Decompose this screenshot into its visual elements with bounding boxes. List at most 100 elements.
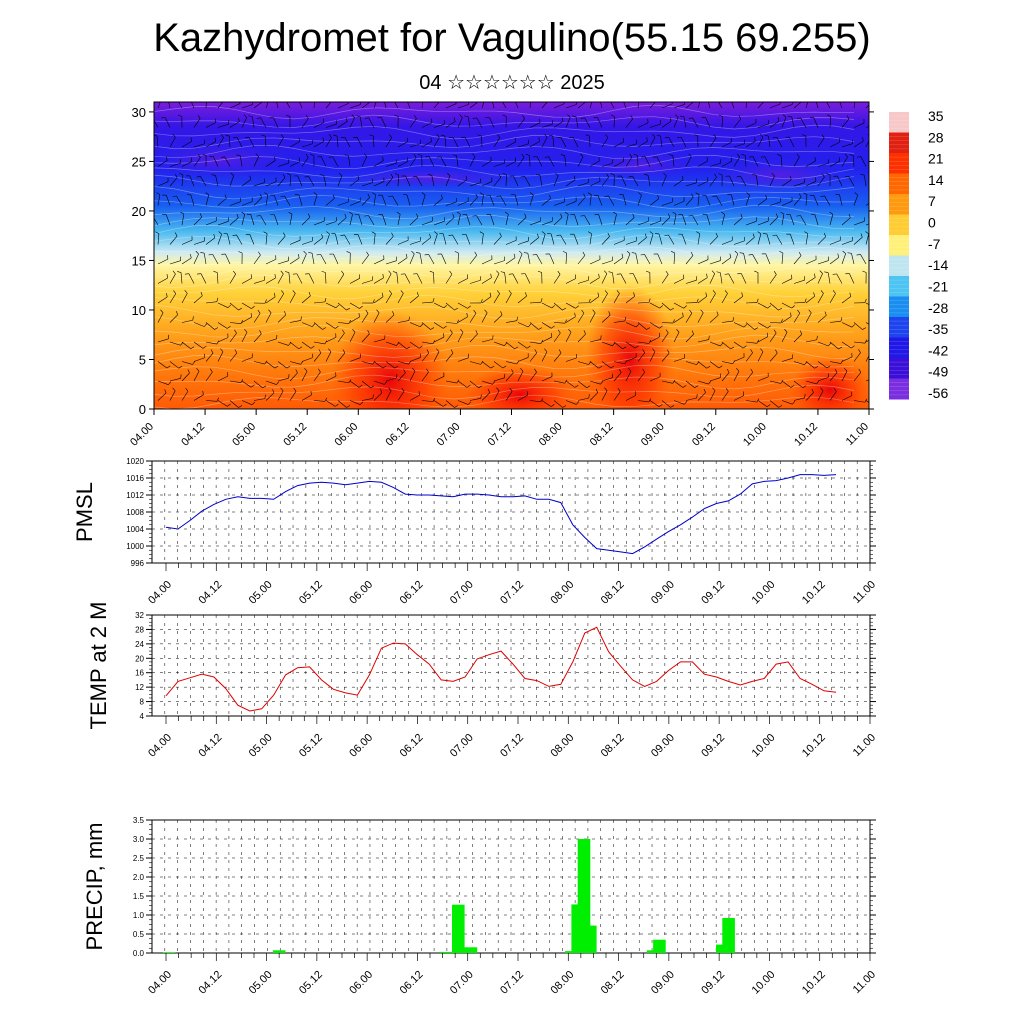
- wind-barb: [697, 160, 708, 167]
- wind-barb-flag: [295, 369, 298, 374]
- wind-barb-flag: [600, 380, 604, 385]
- wind-barb: [541, 302, 552, 309]
- x-tick-label: 10.12: [800, 579, 828, 607]
- wind-barb: [260, 215, 267, 226]
- wind-barb-flag: [363, 153, 368, 157]
- wind-barb-flag: [741, 154, 746, 156]
- wind-barb: [409, 253, 415, 265]
- wind-barb: [505, 174, 507, 187]
- wind-barb: [601, 177, 609, 187]
- wind-barb: [668, 234, 675, 245]
- wind-barb-flag: [703, 388, 706, 393]
- wind-barb: [860, 254, 867, 265]
- wind-barb-flag: [838, 346, 843, 350]
- wind-barb: [241, 277, 252, 284]
- wind-barb-flag: [675, 114, 679, 118]
- wind-barb: [776, 234, 783, 245]
- wind-barb-flag: [752, 233, 755, 238]
- wind-barb: [445, 400, 455, 408]
- wind-barb-flag: [370, 385, 375, 389]
- wind-barb: [301, 240, 313, 245]
- wind-barb: [841, 322, 853, 328]
- wind-barb-flag: [190, 137, 192, 142]
- wind-barb: [385, 162, 397, 167]
- wind-barb-flag: [192, 361, 196, 365]
- wind-barb: [385, 273, 392, 284]
- wind-barb: [349, 400, 361, 405]
- wind-barb-flag: [746, 192, 750, 196]
- colorbar-segment: [889, 358, 909, 379]
- wind-barb: [301, 143, 313, 148]
- x-tick-label: 08.12: [599, 579, 627, 607]
- wind-barb: [504, 272, 507, 284]
- wind-barb: [661, 302, 671, 311]
- wind-barb-flag: [220, 134, 224, 138]
- wind-barb-flag: [440, 134, 445, 137]
- wind-barb: [865, 400, 869, 403]
- wind-barb: [625, 371, 632, 382]
- wind-barb: [541, 137, 548, 148]
- wind-barb-flag: [557, 329, 561, 334]
- wind-barb: [780, 155, 783, 167]
- wind-barb: [157, 277, 168, 284]
- wind-barb-flag: [177, 114, 182, 117]
- wind-barb: [709, 162, 721, 167]
- wind-barb: [181, 257, 192, 265]
- wind-barb: [793, 302, 806, 304]
- wind-barb: [623, 194, 627, 206]
- wind-barb: [853, 237, 863, 245]
- wind-barb-flag: [454, 307, 459, 311]
- wind-barb-flag: [665, 329, 669, 334]
- wind-barb: [227, 233, 231, 245]
- wind-barb: [505, 341, 515, 350]
- wind-barb: [381, 195, 387, 206]
- wind-barb-flag: [765, 194, 768, 199]
- x-tick-label: 11.00: [851, 969, 878, 996]
- wind-barb: [212, 254, 219, 265]
- colorbar-segment: [889, 296, 909, 318]
- wind-barb-flag: [682, 312, 684, 317]
- wind-barb-flag: [851, 345, 855, 349]
- wind-barb: [277, 361, 287, 369]
- wind-barb-flag: [705, 292, 708, 297]
- wind-barb: [853, 102, 856, 109]
- wind-barb: [577, 313, 585, 323]
- wind-barb-flag: [580, 215, 585, 217]
- y-tick-label: 10: [132, 303, 146, 318]
- wind-barb: [829, 293, 836, 304]
- wind-barb-flag: [196, 176, 201, 178]
- wind-barb-flag: [322, 327, 327, 330]
- cross-section-field: [154, 102, 869, 409]
- wind-barb: [193, 240, 205, 245]
- wind-barb: [193, 253, 199, 265]
- wind-barb: [817, 377, 829, 382]
- wind-barb: [457, 400, 469, 405]
- wind-barb: [589, 233, 592, 245]
- wind-barb: [829, 160, 840, 167]
- wind-barb-flag: [558, 349, 562, 354]
- wind-barb: [765, 253, 771, 265]
- wind-barb-flag: [616, 273, 621, 275]
- x-tick-label: 05.00: [247, 732, 275, 760]
- wind-barb-flag: [465, 175, 468, 180]
- wind-barb: [181, 175, 184, 187]
- wind-barb-flag: [813, 292, 815, 297]
- wind-barb: [575, 116, 579, 128]
- wind-barb-flag: [802, 385, 807, 388]
- wind-barb-flag: [490, 365, 495, 369]
- wind-barb: [217, 137, 224, 148]
- wind-barb: [301, 357, 313, 362]
- wind-barb-flag: [216, 340, 220, 345]
- wind-barb-flag: [232, 234, 237, 236]
- wind-barb: [697, 194, 700, 206]
- wind-barb: [673, 104, 685, 109]
- contour-line: [154, 145, 855, 159]
- wind-barb-flag: [864, 398, 868, 403]
- wind-barb: [685, 313, 693, 323]
- wind-barb-flag: [173, 290, 177, 294]
- x-tick-label: 05.12: [281, 421, 309, 449]
- wind-barb: [253, 156, 259, 167]
- wind-barb: [433, 198, 443, 206]
- wind-barb: [397, 361, 409, 365]
- wind-barb-flag: [332, 194, 335, 199]
